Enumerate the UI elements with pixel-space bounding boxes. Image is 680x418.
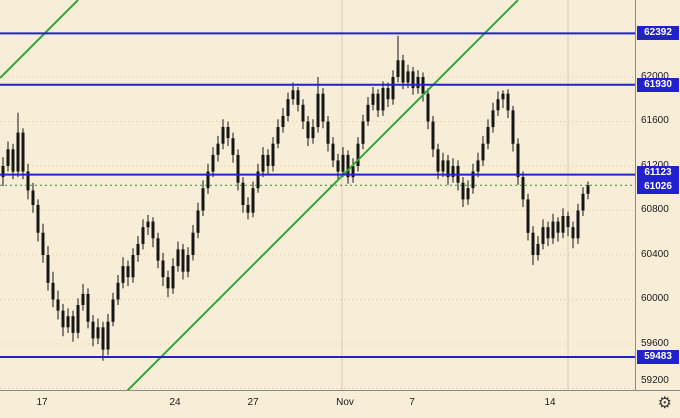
price-level-badge: 61123 [637, 165, 679, 180]
time-tick-label: 27 [247, 397, 259, 408]
last-price-badge: 61026 [637, 179, 679, 194]
price-tick-label: 60000 [641, 293, 669, 305]
time-tick-label: Nov [336, 397, 354, 408]
time-tick-label: 24 [169, 397, 181, 408]
price-tick-label: 60800 [641, 204, 669, 216]
time-tick-label: 7 [409, 397, 415, 408]
price-tick-label: 61200 [641, 160, 669, 172]
price-tick-label: 60400 [641, 248, 669, 260]
price-tick-label: 61600 [641, 115, 669, 127]
price-axis[interactable]: 62000 61600 61200 60800 60400 60000 59600 59200… [635, 0, 680, 390]
time-tick-label: 17 [36, 397, 48, 408]
time-tick-label: 14 [544, 397, 556, 408]
chart-canvas[interactable] [0, 0, 635, 390]
settings-gear-icon[interactable]: ⚙ [657, 395, 672, 412]
price-tick-label: 62000 [641, 70, 669, 82]
time-axis[interactable]: ⚙ 17 24 27 Nov 7 14 [0, 390, 680, 418]
price-tick-label: 59600 [641, 337, 669, 349]
price-level-badge: 61930 [637, 77, 679, 92]
candlestick-chart [0, 0, 635, 390]
price-level-badge: 62392 [637, 26, 679, 41]
price-level-badge: 59483 [637, 350, 679, 364]
price-tick-label: 59200 [641, 375, 669, 386]
